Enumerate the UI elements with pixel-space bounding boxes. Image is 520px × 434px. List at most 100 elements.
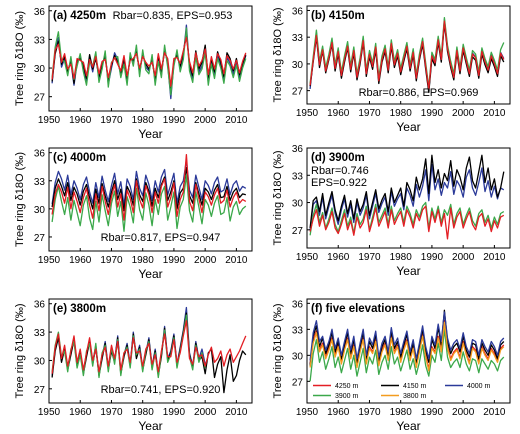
plot-frame — [306, 298, 511, 404]
chart-panel: 1950 1960 1970 1980 1990 2000 2010 27 30 33 36 Year… — [14, 147, 253, 281]
y-axis-label: Tree ring δ18O (‰) — [272, 8, 284, 103]
stats-annotation: Rbar=0.835, EPS=0.953 — [113, 10, 233, 22]
plot-frame — [48, 147, 253, 252]
y-tick-label: 36 — [34, 149, 46, 160]
chart-panel: 1950 1960 1970 1980 1990 2000 2010 27 30 33 36 Year… — [14, 298, 253, 433]
y-tick-label: 36 — [34, 7, 46, 18]
chart-panel: 1950 1960 1970 1980 1990 2000 2010 27 30 33 36 Year… — [14, 5, 253, 141]
panel-label: (d) 3900m — [311, 152, 365, 164]
series-line — [309, 20, 505, 90]
y-tick-label: 30 — [292, 60, 304, 71]
x-tick-label: 1980 — [132, 115, 155, 126]
chart-panel: 1950 1960 1970 1980 1990 2000 2010 27 30 33 36 Year… — [272, 298, 511, 433]
legend-entry: 3800 m — [403, 393, 427, 400]
stats-annotation: EPS=0.922 — [311, 177, 367, 189]
y-axis-label: Tree ring δ18O (‰) — [14, 11, 26, 106]
x-tick-label: 2000 — [452, 252, 475, 263]
x-tick-label: 1950 — [296, 252, 319, 263]
panel-label: (e) 3800m — [53, 303, 106, 315]
x-tick-label: 1990 — [421, 252, 444, 263]
series-group — [309, 16, 505, 94]
series-line — [51, 320, 247, 374]
x-tick-label: 2000 — [452, 407, 475, 418]
x-tick-label: 1960 — [327, 407, 350, 418]
series-line — [309, 201, 505, 236]
x-axis-label: Year — [138, 419, 162, 433]
x-tick-label: 2000 — [194, 407, 217, 418]
x-tick-label: 2010 — [483, 407, 506, 418]
x-tick-label: 2010 — [483, 108, 506, 119]
x-tick-label: 1980 — [132, 255, 155, 266]
y-tick-label: 27 — [292, 377, 304, 388]
x-tick-label: 1980 — [132, 407, 155, 418]
series-line — [51, 174, 247, 232]
y-tick-label: 27 — [34, 233, 46, 244]
legend-entry: 4000 m — [467, 383, 491, 390]
x-tick-label: 2000 — [194, 255, 217, 266]
y-tick-label: 36 — [292, 299, 304, 310]
y-tick-label: 30 — [34, 205, 46, 216]
x-tick-label: 1970 — [358, 407, 381, 418]
y-tick-label: 36 — [292, 6, 304, 17]
chart-panel: 1950 1960 1970 1980 1990 2000 2010 27 30 33 36 Year… — [272, 144, 511, 278]
x-tick-label: 1970 — [100, 255, 123, 266]
x-tick-label: 1960 — [69, 407, 92, 418]
panel-label: (b) 4150m — [311, 10, 365, 22]
x-tick-label: 1970 — [100, 407, 123, 418]
y-tick-label: 30 — [292, 351, 304, 362]
x-tick-label: 1980 — [390, 108, 413, 119]
y-tick-label: 36 — [292, 144, 304, 155]
series-line — [309, 205, 505, 240]
x-tick-label: 1990 — [421, 407, 444, 418]
series-group — [309, 154, 505, 240]
x-tick-label: 2000 — [452, 108, 475, 119]
series-group — [309, 309, 505, 382]
x-tick-label: 2010 — [483, 252, 506, 263]
y-tick-label: 27 — [34, 385, 46, 396]
y-tick-label: 33 — [34, 35, 46, 46]
series-line — [51, 153, 247, 221]
series-group — [51, 306, 247, 394]
x-tick-label: 2000 — [194, 115, 217, 126]
y-tick-label: 27 — [292, 226, 304, 237]
y-tick-label: 33 — [34, 177, 46, 188]
y-tick-label: 30 — [34, 64, 46, 75]
series-line — [51, 167, 246, 212]
x-tick-label: 1950 — [296, 407, 319, 418]
x-axis-label: Year — [396, 120, 420, 134]
stats-annotation: Rbar=0.817, EPS=0.947 — [101, 232, 221, 244]
series-line — [309, 328, 505, 382]
plot-frame — [48, 298, 253, 404]
series-line — [309, 163, 505, 230]
x-tick-label: 1970 — [358, 108, 381, 119]
x-tick-label: 1950 — [296, 108, 319, 119]
x-tick-label: 1960 — [327, 252, 350, 263]
series-line — [309, 154, 505, 229]
plot-frame — [306, 5, 511, 105]
x-axis-label: Year — [396, 419, 420, 433]
plot-frame — [306, 147, 511, 249]
x-tick-label: 1980 — [390, 407, 413, 418]
stats-annotation: Rbar=0.746 — [311, 165, 369, 177]
y-axis-label: Tree ring δ18O (‰) — [14, 152, 26, 247]
legend: 4250 m 4150 m 4000 m 3900 m 3800 m — [313, 383, 491, 400]
chart-panel: 1950 1960 1970 1980 1990 2000 2010 27 30 33 36 Year… — [272, 5, 511, 134]
plot-frame — [48, 5, 253, 112]
series-line — [309, 321, 505, 372]
series-group — [51, 24, 247, 100]
x-tick-label: 1970 — [100, 115, 123, 126]
series-line — [51, 27, 247, 96]
legend-entry: 4150 m — [403, 383, 427, 390]
x-tick-label: 2010 — [225, 255, 248, 266]
x-tick-label: 2010 — [225, 115, 248, 126]
y-tick-label: 30 — [292, 199, 304, 210]
x-tick-label: 1990 — [163, 115, 186, 126]
x-tick-label: 1960 — [69, 255, 92, 266]
x-tick-label: 1950 — [38, 407, 61, 418]
y-axis-label: Tree ring δ18O (‰) — [14, 304, 26, 399]
x-tick-label: 1970 — [358, 252, 381, 263]
panel-label: (f) five elevations — [311, 303, 405, 315]
panel-label: (c) 4000m — [53, 152, 106, 164]
y-tick-label: 36 — [34, 300, 46, 311]
series-group — [51, 153, 247, 232]
